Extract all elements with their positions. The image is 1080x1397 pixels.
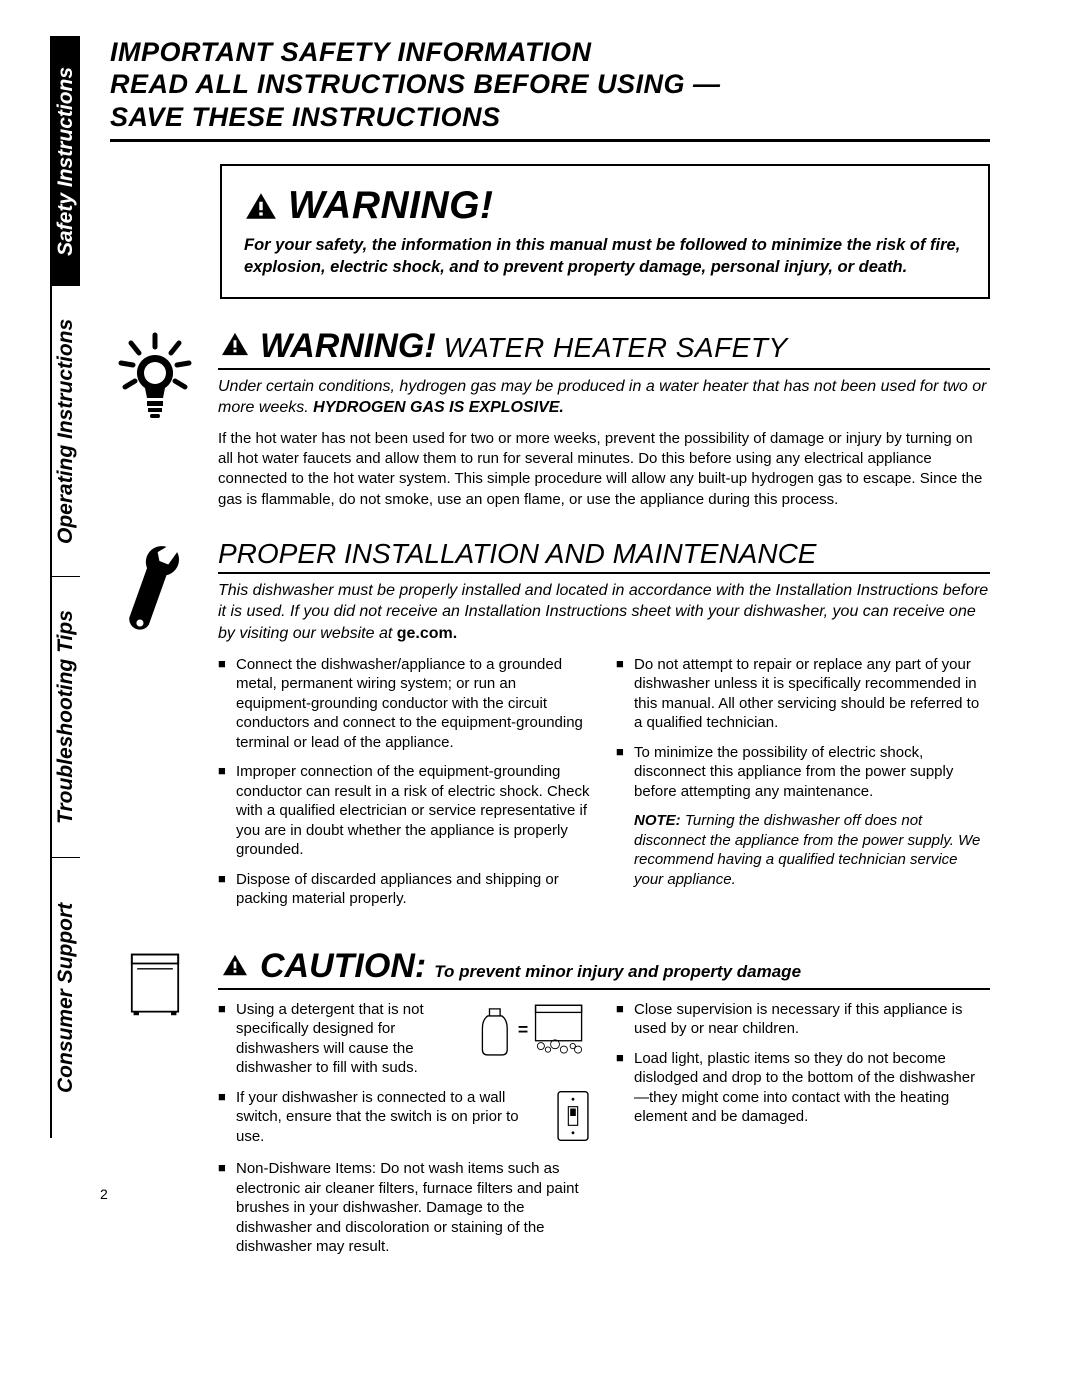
list-item: Dispose of discarded appliances and ship…: [218, 870, 592, 909]
water-heater-intro: Under certain conditions, hydrogen gas m…: [218, 376, 990, 419]
list-item-text: Using a detergent that is not specifical…: [236, 1000, 462, 1078]
water-heater-body: If the hot water has not been used for t…: [218, 429, 990, 510]
warning-heading-text: WARNING!: [288, 184, 493, 228]
installation-note: NOTE: Turning the dishwasher off does no…: [616, 811, 990, 889]
tab-safety-instructions[interactable]: Safety Instructions: [50, 36, 80, 286]
warning-triangle-icon: [218, 950, 252, 980]
list-item: To minimize the possibility of electric …: [616, 743, 990, 802]
installation-link[interactable]: ge.com.: [397, 625, 457, 642]
list-item: Do not attempt to repair or replace any …: [616, 655, 990, 733]
caution-list-left: Using a detergent that is not specifical…: [218, 1000, 592, 1257]
wall-switch-icon: [554, 1088, 592, 1150]
installation-intro-text: This dishwasher must be properly install…: [218, 582, 988, 642]
section-installation: PROPER INSTALLATION AND MAINTENANCE This…: [110, 538, 990, 919]
dishwasher-icon: [110, 947, 200, 1267]
lightbulb-icon: [110, 327, 200, 510]
title-line-1: IMPORTANT SAFETY INFORMATION: [110, 37, 592, 67]
list-item: If your dishwasher is connected to a wal…: [218, 1088, 592, 1150]
installation-heading-text: PROPER INSTALLATION AND MAINTENANCE: [218, 538, 816, 570]
tab-troubleshooting-tips[interactable]: Troubleshooting Tips: [50, 577, 80, 857]
page-content: IMPORTANT SAFETY INFORMATION READ ALL IN…: [110, 36, 990, 1267]
caution-sub: To prevent minor injury and property dam…: [434, 962, 801, 982]
list-item: Non-Dishware Items: Do not wash items su…: [218, 1159, 592, 1257]
note-label: NOTE:: [634, 812, 681, 829]
list-item: Using a detergent that is not specifical…: [218, 1000, 592, 1078]
warning-triangle-icon: [218, 329, 252, 359]
svg-text:=: =: [518, 1019, 528, 1039]
list-item: Improper connection of the equipment-gro…: [218, 762, 592, 860]
list-item: Connect the dishwasher/appliance to a gr…: [218, 655, 592, 753]
title-line-2: READ ALL INSTRUCTIONS BEFORE USING —: [110, 69, 721, 99]
tab-consumer-support[interactable]: Consumer Support: [50, 858, 80, 1138]
list-item: Close supervision is necessary if this a…: [616, 1000, 990, 1039]
warning-heading: WARNING!: [244, 184, 966, 228]
page-number: 2: [100, 1186, 108, 1202]
page-title: IMPORTANT SAFETY INFORMATION READ ALL IN…: [110, 36, 990, 142]
water-heater-heading: WARNING! WATER HEATER SAFETY: [218, 327, 990, 370]
warning-triangle-icon: [244, 191, 278, 221]
warning-box-text: For your safety, the information in this…: [244, 234, 966, 279]
title-line-3: SAVE THESE INSTRUCTIONS: [110, 102, 501, 132]
sidebar-tabs: Safety Instructions Operating Instructio…: [50, 36, 80, 1216]
section-water-heater: WARNING! WATER HEATER SAFETY Under certa…: [110, 327, 990, 510]
detergent-suds-icon: =: [472, 1000, 592, 1068]
note-text: Turning the dishwasher off does not disc…: [634, 812, 980, 888]
list-item: Load light, plastic items so they do not…: [616, 1049, 990, 1127]
caution-heading-text: CAUTION:: [260, 947, 426, 986]
caution-list-right: Close supervision is necessary if this a…: [616, 1000, 990, 1127]
wrench-icon: [110, 538, 200, 919]
tab-operating-instructions[interactable]: Operating Instructions: [50, 286, 80, 576]
caution-heading: CAUTION: To prevent minor injury and pro…: [218, 947, 990, 990]
water-heater-sub: WATER HEATER SAFETY: [444, 332, 788, 364]
installation-list-right: Do not attempt to repair or replace any …: [616, 655, 990, 802]
installation-list-left: Connect the dishwasher/appliance to a gr…: [218, 655, 592, 909]
water-heater-intro-bold: HYDROGEN GAS IS EXPLOSIVE.: [313, 399, 564, 416]
installation-heading: PROPER INSTALLATION AND MAINTENANCE: [218, 538, 990, 574]
list-item-text: If your dishwasher is connected to a wal…: [236, 1088, 544, 1147]
installation-intro: This dishwasher must be properly install…: [218, 580, 990, 645]
water-heater-warning-label: WARNING!: [260, 327, 436, 366]
warning-box: WARNING! For your safety, the informatio…: [220, 164, 990, 299]
section-caution: CAUTION: To prevent minor injury and pro…: [110, 947, 990, 1267]
